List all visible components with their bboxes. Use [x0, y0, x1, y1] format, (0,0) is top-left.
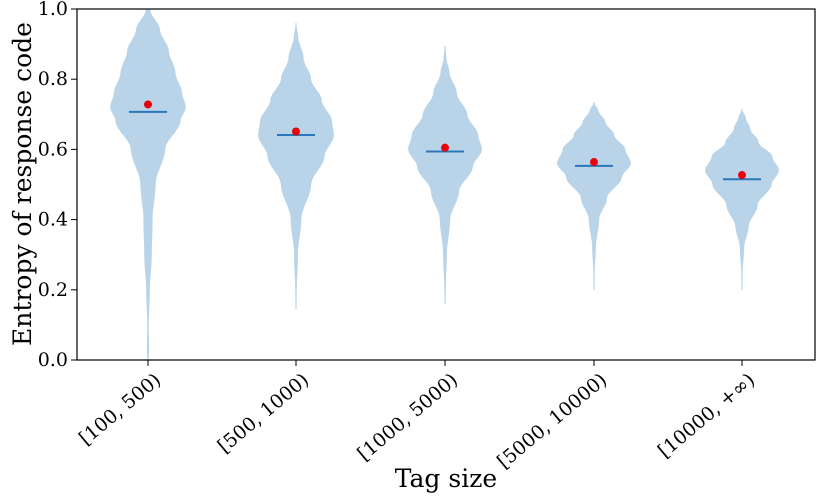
- violin-layer: [110, 9, 779, 360]
- x-tick-label: [100, 500): [75, 369, 165, 450]
- x-tick-label: [500, 1000): [214, 369, 314, 458]
- violin-group: [408, 45, 482, 304]
- y-tick-label: 0.0: [38, 349, 68, 371]
- y-tick-label: 0.6: [38, 138, 68, 160]
- violin-group: [705, 109, 779, 290]
- x-axis-label: Tag size: [395, 464, 497, 493]
- y-axis-label: Entropy of response code: [8, 22, 37, 346]
- mean-marker: [292, 127, 300, 136]
- x-tick-label: [5000, 10000): [493, 369, 611, 473]
- y-tick-label: 0.2: [38, 279, 68, 301]
- mean-marker: [738, 171, 746, 180]
- y-axis: 0.0 0.2 0.4 0.6 0.8 1.0: [38, 0, 77, 371]
- violin-body: [110, 9, 186, 360]
- x-axis: [100, 500) [500, 1000) [1000, 5000) [5000, …: [75, 360, 759, 473]
- x-tick-label: [10000, +∞): [654, 369, 759, 462]
- mean-marker: [441, 143, 449, 152]
- violin-group: [557, 102, 631, 290]
- mean-marker: [144, 100, 152, 109]
- mean-marker: [590, 158, 598, 167]
- x-tick-label: [1000, 5000): [353, 369, 462, 465]
- violin-body: [557, 102, 631, 290]
- violin-body: [258, 23, 334, 310]
- y-tick-label: 0.4: [38, 209, 68, 231]
- violin-body: [705, 109, 779, 290]
- y-tick-label: 0.8: [38, 68, 68, 90]
- violin-body: [408, 45, 482, 304]
- violin-group: [258, 23, 334, 310]
- plot-frame: [76, 8, 816, 361]
- y-tick-label: 1.0: [38, 0, 68, 20]
- violin-group: [110, 9, 186, 360]
